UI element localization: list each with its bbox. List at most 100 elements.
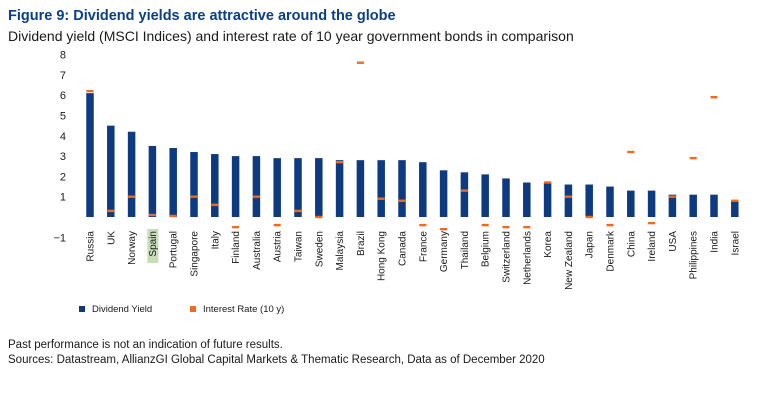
footnotes: Past performance is not an indication of… (8, 338, 545, 368)
y-tick-label: 4 (60, 131, 66, 143)
x-tick-labels: Russia UK Norway Spain Portugal Singapore Ital… (86, 230, 742, 290)
x-tick-label: Korea (543, 231, 554, 258)
dividend-bar (273, 158, 281, 217)
interest-rate-marker (377, 197, 385, 200)
y-tick-label: 5 (60, 111, 66, 123)
dividend-bar (398, 160, 406, 217)
x-tick-label: New Zealand (564, 231, 575, 290)
y-tick-label: 6 (60, 90, 66, 102)
x-tick-label: Spain (148, 231, 159, 257)
dividend-bar (460, 172, 469, 217)
interest-rate-marker (398, 199, 406, 202)
x-tick-label: Malaysia (335, 231, 346, 271)
x-tick-label: Netherlands (522, 231, 533, 285)
x-tick-label: Singapore (190, 231, 201, 277)
dividend-bar (481, 174, 489, 217)
interest-rate-marker (585, 215, 593, 219)
x-tick-label: Australia (252, 231, 263, 270)
y-tick-label: 7 (60, 70, 66, 82)
interest-rate-marker (481, 223, 489, 227)
dividend-yield-chart: 8 7 6 5 4 3 2 1 −1 Russia UK Norway Spain Portugal Si… (53, 50, 742, 315)
dividend-bar (231, 156, 240, 217)
interest-rate-marker (564, 195, 572, 198)
dividend-bar (169, 147, 177, 217)
disclaimer-note: Past performance is not an indication of… (8, 339, 283, 351)
y-tick-label: 2 (60, 171, 66, 183)
dividend-bar (377, 160, 385, 217)
interest-rate-marker (356, 61, 364, 64)
dividend-bar (211, 154, 219, 217)
interest-rate-marker (419, 223, 427, 227)
legend-label-interest: Interest Rate (10 y) (203, 304, 284, 315)
sources-note: Sources: Datastream, AllianzGI Global Ca… (8, 354, 545, 366)
interest-rate-marker (148, 213, 156, 217)
interest-rate-marker (190, 195, 198, 198)
interest-rate-marker (336, 160, 344, 164)
interest-rate-marker (315, 215, 323, 219)
interest-rate-marker (440, 227, 448, 231)
dividend-bar (439, 170, 448, 217)
x-tick-label: Italy (210, 231, 221, 249)
interest-rate-marker (128, 195, 136, 198)
x-tick-label: Philippines (689, 231, 700, 279)
legend-label-dividend: Dividend Yield (92, 304, 152, 315)
interest-rate-marker (169, 214, 177, 218)
dividend-bar (523, 182, 531, 217)
x-tick-label: Israel (730, 231, 741, 255)
dividend-bar (335, 160, 344, 217)
x-tick-label: Denmark (606, 230, 617, 272)
dividend-bar (107, 125, 115, 217)
interest-rate-marker (627, 150, 635, 154)
interest-rate-marker (606, 223, 614, 227)
interest-rate-marker (668, 195, 676, 198)
y-tick-label: 3 (60, 151, 66, 163)
dividend-bar (606, 186, 614, 217)
figure-title: Figure 9: Dividend yields are attractive… (8, 8, 396, 24)
legend-swatch-interest (190, 306, 196, 312)
interest-rate-marker (648, 221, 656, 225)
dividend-bar (731, 200, 739, 217)
x-tick-label: Thailand (460, 231, 471, 269)
dividend-bar (564, 184, 573, 217)
x-tick-label: India (710, 231, 721, 253)
dividend-bar (502, 178, 510, 217)
y-axis: 8 7 6 5 4 3 2 1 −1 (53, 50, 66, 245)
interest-rate-marker (107, 209, 115, 213)
x-tick-label: Japan (585, 231, 596, 258)
interest-rate-marker (294, 209, 302, 213)
x-tick-label: Belgium (481, 231, 492, 267)
dividend-bar (585, 184, 593, 217)
dividend-bar (543, 182, 552, 217)
x-tick-label: Brazil (356, 231, 367, 256)
interest-rate-marker (544, 181, 552, 184)
dividend-bar (252, 156, 261, 217)
x-tick-label: Finland (231, 231, 242, 264)
interest-rate-marker (211, 203, 219, 207)
x-tick-label: Germany (439, 231, 450, 272)
x-tick-label: UK (106, 231, 117, 245)
x-tick-label: Portugal (169, 231, 180, 268)
x-tick-label: Austria (273, 231, 284, 263)
dividend-bar (689, 194, 697, 217)
dividend-bar (148, 145, 157, 217)
interest-rate-marker (252, 195, 260, 198)
x-tick-label: Canada (398, 231, 409, 266)
y-tick-label: 8 (60, 50, 66, 62)
interest-rate-marker (232, 225, 240, 229)
category-highlight-group (147, 229, 159, 263)
interest-rate-marker (273, 223, 281, 227)
dividend-bar (294, 158, 302, 217)
interest-rate-marker (710, 96, 718, 99)
x-tick-label: China (626, 231, 637, 258)
x-tick-label: Norway (127, 231, 138, 265)
interest-rate-marker (731, 199, 739, 202)
dividend-bar (127, 131, 136, 217)
dividend-bar (710, 194, 718, 217)
legend: Dividend Yield Interest Rate (10 y) (79, 304, 284, 315)
x-tick-label: France (418, 231, 429, 263)
interest-rate-marker (502, 225, 510, 229)
interest-rate-marker (689, 156, 697, 160)
x-tick-label: Switzerland (502, 231, 513, 283)
dividend-bars (86, 93, 739, 217)
dividend-bar (627, 190, 635, 217)
